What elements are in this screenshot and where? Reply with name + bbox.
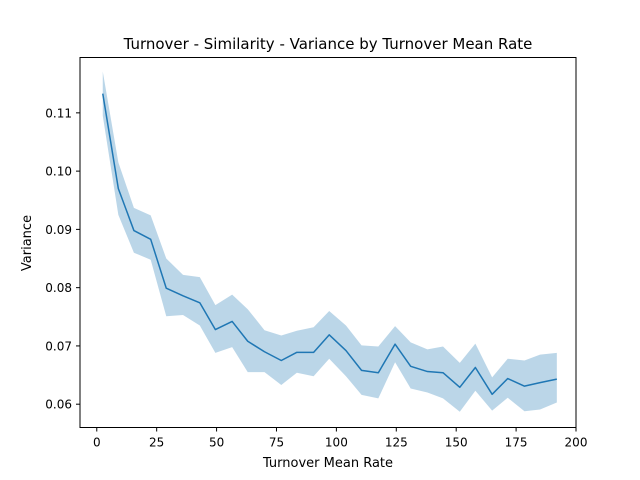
data-point [133,230,135,232]
plot-frame [79,57,577,428]
confidence-band [102,71,557,412]
series-line [102,93,557,396]
data-point [523,385,525,387]
y-tick-label: 0.07 [45,339,72,353]
x-axis: 0 25 50 75 100 125 150 175 200 [93,427,588,450]
x-tick-label: 125 [385,436,408,450]
data-point [182,295,184,297]
chart-title: Turnover - Similarity - Variance by Turn… [123,35,533,53]
data-point [442,372,444,374]
x-tick-label: 0 [93,436,101,450]
data-point [556,378,558,380]
x-tick-label: 25 [149,436,164,450]
y-axis-label: Variance [20,215,35,271]
data-point [280,359,282,361]
data-point [459,386,461,388]
data-point [507,378,509,380]
y-tick-label: 0.06 [45,398,72,412]
data-point [345,350,347,352]
y-tick-label: 0.08 [45,281,72,295]
data-point [410,365,412,367]
data-point [231,320,233,322]
y-tick-label: 0.11 [45,106,72,120]
data-point [361,369,363,371]
y-tick-label: 0.09 [45,223,72,237]
y-tick-label: 0.10 [45,165,72,179]
data-point [313,351,315,353]
data-point [394,343,396,345]
data-point [102,93,104,95]
data-point [474,366,476,368]
x-tick-label: 100 [325,436,348,450]
data-point [539,382,541,384]
data-point [491,393,493,395]
data-point [426,371,428,373]
data-point [214,329,216,331]
x-tick-label: 175 [505,436,528,450]
data-point [247,340,249,342]
x-tick-label: 150 [445,436,468,450]
data-point [264,351,266,353]
data-point [165,287,167,289]
x-tick-label: 75 [269,436,284,450]
data-point [150,238,152,240]
y-axis: 0.06 0.07 0.08 0.09 0.10 0.11 [45,106,80,412]
plot-area [102,71,558,412]
x-axis-label: Turnover Mean Rate [262,456,393,471]
data-point [328,334,330,336]
data-point [199,302,201,304]
data-point [296,351,298,353]
x-tick-label: 50 [209,436,224,450]
x-tick-label: 200 [565,436,588,450]
data-point [377,372,379,374]
data-point [117,188,119,190]
